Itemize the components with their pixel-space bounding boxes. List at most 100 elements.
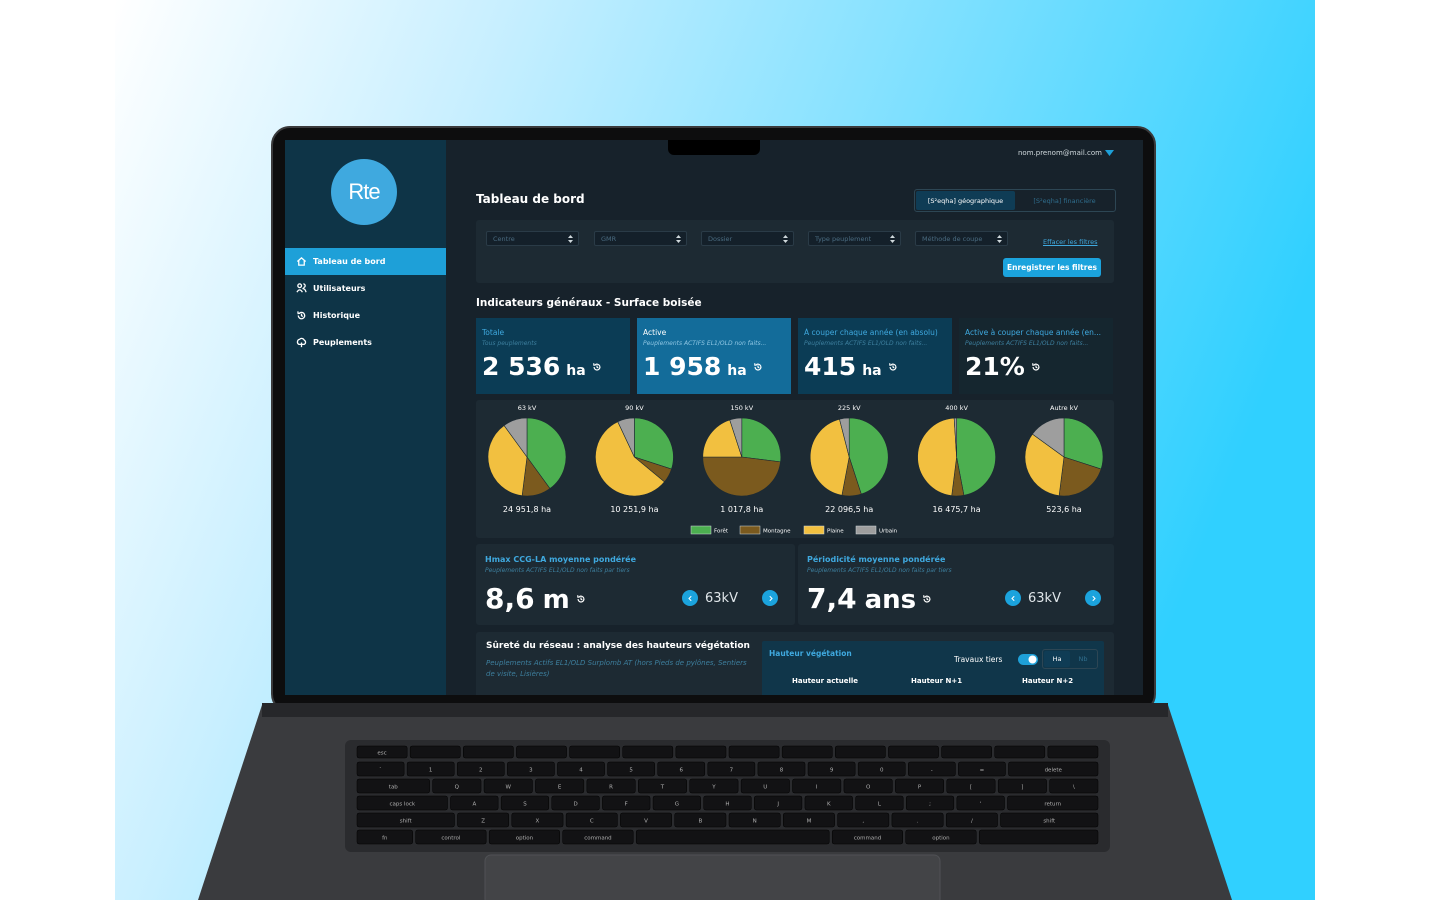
kpi-title: À couper chaque année (en absolu) [804,328,938,337]
nav-label: Historique [313,311,361,320]
kpi-value: 1 958 [643,352,722,381]
key [728,745,780,759]
key [635,829,830,845]
legend-swatch [739,525,761,535]
height-panel-title: Hauteur végétation [769,649,852,658]
pie-slice [1024,433,1065,497]
next-button[interactable] [762,590,778,606]
key [602,795,651,811]
unit-option[interactable]: Ha [1044,651,1070,667]
icon [1010,595,1015,601]
key-label: , [862,819,864,825]
filter-dropdown[interactable]: Centre [486,231,579,246]
metric-value-row: 8,6 m [485,582,586,615]
key [754,795,803,811]
view-option[interactable]: [S²eqha] géographique [916,191,1015,210]
metric-title: Périodicité moyenne pondérée [807,555,946,564]
filter-dropdown[interactable]: Dossier [701,231,794,246]
next-button[interactable] [1085,590,1101,606]
nav-item[interactable]: Peuplements [285,329,446,356]
key [463,745,514,759]
icon [297,311,306,320]
nav-item[interactable]: Tableau de bord [285,248,446,275]
save-filters-button[interactable]: Enregistrer les filtres [1003,258,1101,277]
filter-dropdown[interactable]: Type peuplement [808,231,901,246]
filter-dropdown[interactable]: GMR [594,231,687,246]
voltage-selector: 63kV [705,591,738,606]
key [488,829,560,845]
key [456,761,505,777]
icon [753,362,762,371]
screen: Rte Tableau de bord Utilisateurs Historiqu… [285,140,1143,695]
key-label: 7 [730,768,734,774]
key [1049,778,1099,794]
metric-value-row: 7,4 ans [807,582,932,615]
key [807,761,856,777]
nav-label: Peuplements [313,338,372,347]
travaux-switch[interactable] [1018,654,1038,665]
hinge [262,703,1168,717]
legend-label: Montagne [763,529,791,535]
pie-slice [809,418,850,496]
kpi-value: 415 [804,352,857,381]
key [783,812,835,828]
user-email[interactable]: nom.prenom@mail.com [1018,149,1102,157]
key [941,745,992,759]
camera-notch [668,140,760,155]
filter-dropdown[interactable]: Méthode de coupe [915,231,1008,246]
key [757,761,806,777]
view-option[interactable]: [S²eqha] financière [1033,196,1096,205]
key [689,778,739,794]
key-label: 6 [679,768,683,774]
pie-slice [953,417,957,458]
pie-slice [1058,456,1102,497]
nav-label: Tableau de bord [313,257,386,266]
user-menu-caret[interactable] [1105,150,1114,156]
key [432,778,482,794]
height-panel: Hauteur végétation Travaux tiers Ha Nb Ha… [762,641,1104,695]
metric-subtitle: Peuplements ACTIFS EL1/OLD non faits par… [807,567,952,574]
clear-filters-link[interactable]: Effacer les filtres [1043,238,1098,246]
key [978,829,1099,845]
key-label: H [725,802,729,808]
nav-item[interactable]: Historique [285,302,446,329]
pie-label: Autre kV [1050,404,1078,412]
metric-card: Hmax CCG-LA moyenne pondérée Peuplements … [476,544,795,625]
pie-slice [917,417,957,497]
metric-value: 7,4 [807,582,857,615]
key [551,795,600,811]
key-label: B [698,819,702,825]
keyboard: esc ` 1 2 3 4 5 6 7 8 9 0 - = delete tab Q W E R T Y U I O P [] \ ca… [356,745,1099,845]
pie-slice [487,425,528,497]
nav-label: Utilisateurs [313,284,366,293]
prev-button[interactable] [1005,590,1021,606]
key-label: C [590,819,594,825]
pie-slice [526,417,567,489]
key [450,795,499,811]
icon [592,362,601,371]
key-label: 9 [830,768,834,774]
key [586,778,636,794]
key [516,745,567,759]
pie-slice [1063,417,1104,470]
key-label: Z [481,819,485,825]
kpi-value-row: 415 ha [804,352,898,381]
pie-total: 24 951,8 ha [503,505,551,514]
key-label: ` [379,768,382,774]
key-label: . [917,819,919,825]
key-label: 8 [780,768,784,774]
pie-total: 523,6 ha [1046,505,1082,514]
icon [687,595,692,601]
key-label: V [644,819,648,825]
kpi-unit: ha [727,363,747,379]
nav-item[interactable]: Utilisateurs [285,275,446,302]
key [835,745,886,759]
dropdown-placeholder: Type peuplement [815,234,872,243]
unit-option[interactable]: Nb [1078,655,1088,663]
key-label: shift [1043,819,1056,825]
page-title: Tableau de bord [476,192,585,206]
prev-button[interactable] [682,590,698,606]
dropdown-arrows [676,235,681,243]
key [843,778,893,794]
